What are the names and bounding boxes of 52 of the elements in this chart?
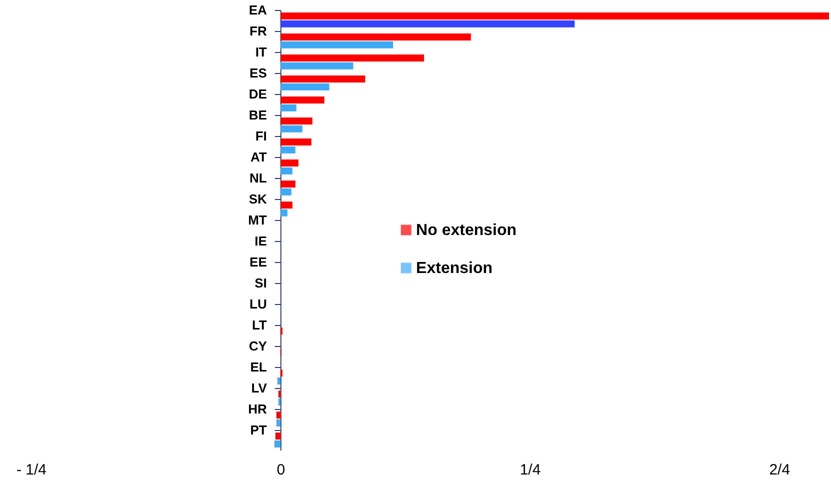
y-tick-label: FI <box>255 128 267 144</box>
x-tick-label: 2/4 <box>769 462 790 478</box>
bar <box>280 62 354 70</box>
y-tick-label: BE <box>248 107 268 122</box>
y-tick-label: NL <box>250 170 267 186</box>
bar <box>280 12 829 20</box>
y-tick-label: LU <box>250 296 267 312</box>
bar <box>274 440 280 448</box>
y-tick-label: PT <box>250 422 267 438</box>
x-tick-label: - 1/4 <box>16 462 47 478</box>
bar <box>280 118 312 125</box>
bar <box>280 34 471 41</box>
bar <box>280 96 324 104</box>
bar <box>280 41 394 48</box>
x-tick-label: 1/4 <box>520 462 541 478</box>
y-tick-label: AT <box>250 149 267 164</box>
y-tick-label: FR <box>250 23 268 38</box>
bar <box>280 188 292 196</box>
x-tick-label: 0 <box>276 462 286 478</box>
bar <box>280 20 575 28</box>
bar <box>277 377 280 384</box>
y-tick-label: DE <box>248 86 268 102</box>
legend-label: Extension <box>416 260 493 277</box>
bar <box>280 54 424 62</box>
y-tick-label: ES <box>250 65 268 80</box>
y-tick-label: EA <box>248 2 268 18</box>
y-tick-label: LT <box>252 318 267 333</box>
bar <box>280 180 296 188</box>
y-tick-label: SK <box>248 192 268 206</box>
bar <box>280 167 292 174</box>
y-tick-label: MT <box>248 212 267 228</box>
y-tick-label: EL <box>250 360 267 375</box>
bar <box>280 138 312 146</box>
bar <box>280 202 292 209</box>
y-tick-label: EE <box>250 254 268 270</box>
bar <box>280 209 288 216</box>
bar <box>280 76 366 83</box>
y-tick-label: IT <box>255 44 267 60</box>
y-tick-label: IE <box>254 234 268 248</box>
y-tick-label: SI <box>254 276 267 291</box>
y-tick-label: CY <box>248 338 268 354</box>
bar <box>280 160 298 167</box>
bar <box>275 432 280 440</box>
legend-label: No extension <box>416 222 517 239</box>
bar <box>280 104 296 112</box>
bar <box>280 83 330 90</box>
bar <box>280 125 302 132</box>
y-tick-label: HR <box>248 402 268 417</box>
bar <box>276 419 280 426</box>
y-tick-label: LV <box>251 380 268 396</box>
bar <box>280 146 296 154</box>
bar <box>276 412 280 419</box>
